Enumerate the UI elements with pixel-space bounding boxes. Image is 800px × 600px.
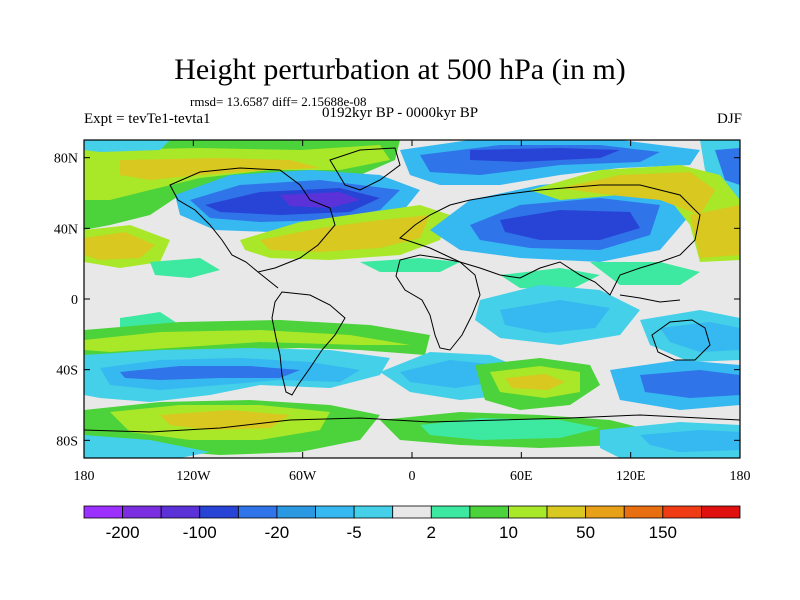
colorbar-swatch: [83, 505, 123, 519]
lon-tick-label: 60E: [510, 469, 533, 484]
colorbar-swatch: [160, 505, 201, 519]
colorbar-label: -200: [106, 523, 140, 542]
colorbar-swatch: [199, 505, 239, 519]
lon-tick-label: 120E: [616, 469, 646, 484]
colorbar-label: -100: [183, 523, 217, 542]
coastlines: [84, 147, 740, 433]
colorbar-swatch: [585, 505, 625, 519]
map-title: Height perturbation at 500 hPa (in m): [174, 53, 626, 86]
lon-tick-label: 180: [730, 469, 751, 484]
colorbar-label: 10: [499, 523, 518, 542]
colorbar-swatch: [122, 505, 162, 519]
lat-tick-label: 0: [71, 293, 78, 308]
lon-tick-label: 120W: [176, 469, 211, 484]
longitude-axis: 180 120W 60W 0 60E 120E 180: [74, 140, 751, 484]
lat-tick-label: 80N: [54, 152, 78, 167]
colorbar-swatch: [623, 505, 664, 519]
rmsd-diff-text: rmsd= 13.6587 diff= 2.15688e-08: [190, 94, 367, 109]
lat-tick-label: 40S: [56, 364, 78, 379]
colorbar-swatch: [701, 505, 741, 519]
period-label: 0192kyr BP - 0000kyr BP: [322, 105, 479, 121]
colorbar-swatch: [662, 505, 702, 519]
colorbar-label: 2: [427, 523, 436, 542]
height-perturbation-field: [84, 140, 740, 458]
lon-tick-label: 60W: [289, 469, 317, 484]
colorbar-label: 50: [576, 523, 595, 542]
lon-tick-label: 0: [409, 469, 416, 484]
colorbar-swatch: [353, 505, 394, 519]
experiment-label: Expt = tevTe1-tevta1: [84, 111, 211, 127]
colorbar-swatch: [546, 505, 587, 519]
colorbar: -200 -100 -20 -5 2 10 50 150: [83, 505, 741, 542]
lon-tick-label: 180: [74, 469, 95, 484]
lat-tick-label: 80S: [56, 434, 78, 449]
colorbar-label: 150: [649, 523, 677, 542]
colorbar-swatch: [469, 505, 509, 519]
colorbar-label: -20: [265, 523, 290, 542]
lat-tick-label: 40N: [54, 222, 78, 237]
colorbar-swatch: [276, 505, 316, 519]
colorbar-swatch: [508, 505, 548, 519]
colorbar-swatch: [315, 505, 355, 519]
colorbar-label: -5: [347, 523, 362, 542]
colorbar-swatch: [392, 505, 432, 519]
latitude-axis: 80N 40N 0 40S 80S: [54, 152, 740, 449]
colorbar-swatch: [430, 505, 471, 519]
colorbar-swatch: [237, 505, 278, 519]
season-label: DJF: [716, 111, 742, 127]
